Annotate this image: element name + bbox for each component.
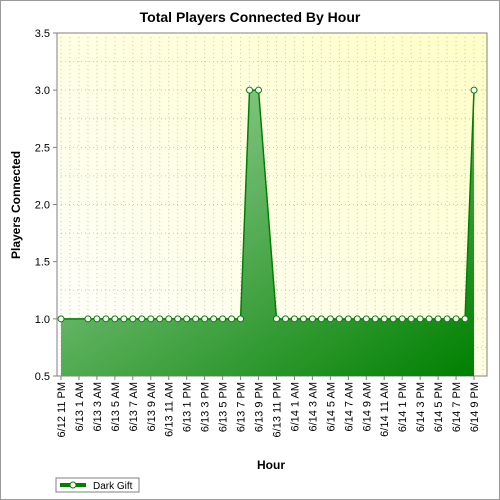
data-point — [326, 315, 334, 323]
x-tick-label: 6/14 7 AM — [343, 382, 355, 432]
data-point — [111, 315, 119, 323]
legend-box — [55, 477, 140, 493]
x-tick-label: 6/14 7 PM — [451, 382, 463, 432]
y-tick-label: 3.5 — [35, 28, 50, 40]
y-tick-label: 2.5 — [35, 142, 50, 154]
x-tick-label: 6/14 9 PM — [469, 382, 481, 432]
x-tick-label: 6/13 5 AM — [110, 382, 122, 432]
x-tick-label: 6/14 11 AM — [379, 382, 391, 437]
data-point — [246, 86, 254, 94]
data-point — [120, 315, 128, 323]
y-tick-label: 2.0 — [35, 200, 50, 212]
data-point — [272, 315, 280, 323]
x-tick-label: 6/14 5 AM — [325, 382, 337, 432]
data-point — [290, 315, 298, 323]
data-point — [353, 315, 361, 323]
x-tick-label: 6/12 11 PM — [56, 382, 68, 437]
data-point — [93, 315, 101, 323]
x-tick-label: 6/13 9 AM — [146, 382, 158, 432]
x-tick-label: 6/13 3 PM — [200, 382, 212, 432]
x-tick-label: 6/13 7 AM — [128, 382, 140, 432]
data-point — [335, 315, 343, 323]
data-point — [281, 315, 289, 323]
data-point — [452, 315, 460, 323]
data-point — [210, 315, 218, 323]
legend-label: Dark Gift — [93, 481, 133, 492]
data-point — [156, 315, 164, 323]
data-point — [147, 315, 155, 323]
data-point — [102, 315, 110, 323]
y-tick-label: 1.5 — [35, 257, 50, 269]
data-point — [407, 315, 415, 323]
data-point — [174, 315, 182, 323]
x-tick-label: 6/14 1 PM — [397, 382, 409, 432]
data-point — [425, 315, 433, 323]
y-axis-title: Players Connected — [9, 151, 23, 259]
x-tick-label: 6/14 1 AM — [289, 382, 301, 432]
data-point — [443, 315, 451, 323]
x-tick-label: 6/13 3 AM — [92, 382, 104, 432]
x-tick-label: 6/14 5 PM — [433, 382, 445, 432]
data-point — [389, 315, 397, 323]
data-point — [380, 315, 388, 323]
data-point — [362, 315, 370, 323]
series-points — [57, 86, 478, 323]
data-point — [138, 315, 146, 323]
legend: Dark Gift — [55, 477, 140, 493]
x-axis-title: Hour — [257, 458, 285, 472]
x-tick-label: 6/13 11 PM — [271, 382, 283, 437]
data-point — [308, 315, 316, 323]
data-point — [317, 315, 325, 323]
data-point — [165, 315, 173, 323]
x-tick-label: 6/14 3 AM — [307, 382, 319, 432]
data-point — [228, 315, 236, 323]
x-tick-label: 6/13 7 PM — [236, 382, 248, 432]
data-point — [470, 86, 478, 94]
data-point — [416, 315, 424, 323]
x-tick-label: 6/13 1 PM — [182, 382, 194, 432]
x-axis: 6/12 11 PM 6/13 1 AM 6/13 3 AM 6/13 5 AM 6/1… — [56, 376, 481, 437]
series-area-fill — [61, 90, 475, 377]
y-tick-label: 0.5 — [35, 371, 50, 383]
data-point — [129, 315, 137, 323]
x-tick-label: 6/13 5 PM — [218, 382, 230, 432]
x-tick-label: 6/13 1 AM — [74, 382, 86, 432]
chart-title: Total Players Connected By Hour — [140, 9, 361, 25]
x-tick-label: 6/13 11 AM — [164, 382, 176, 437]
data-point — [219, 315, 227, 323]
y-tick-label: 3.0 — [35, 85, 50, 97]
legend-marker — [69, 481, 77, 489]
data-point — [434, 315, 442, 323]
data-point — [344, 315, 352, 323]
data-point — [57, 315, 65, 323]
data-point — [192, 315, 200, 323]
data-point — [183, 315, 191, 323]
data-point — [371, 315, 379, 323]
x-tick-label: 6/14 9 AM — [361, 382, 373, 432]
y-axis: 0.5 1.0 1.5 2.0 2.5 3.0 3.5 — [35, 28, 57, 383]
data-point — [299, 315, 307, 323]
data-point — [84, 315, 92, 323]
y-tick-label: 1.0 — [35, 314, 50, 326]
x-tick-label: 6/14 3 PM — [415, 382, 427, 432]
data-point — [255, 86, 263, 94]
data-point — [398, 315, 406, 323]
data-point — [201, 315, 209, 323]
data-point — [461, 315, 469, 323]
x-tick-label: 6/13 9 PM — [254, 382, 266, 432]
data-point — [237, 315, 245, 323]
